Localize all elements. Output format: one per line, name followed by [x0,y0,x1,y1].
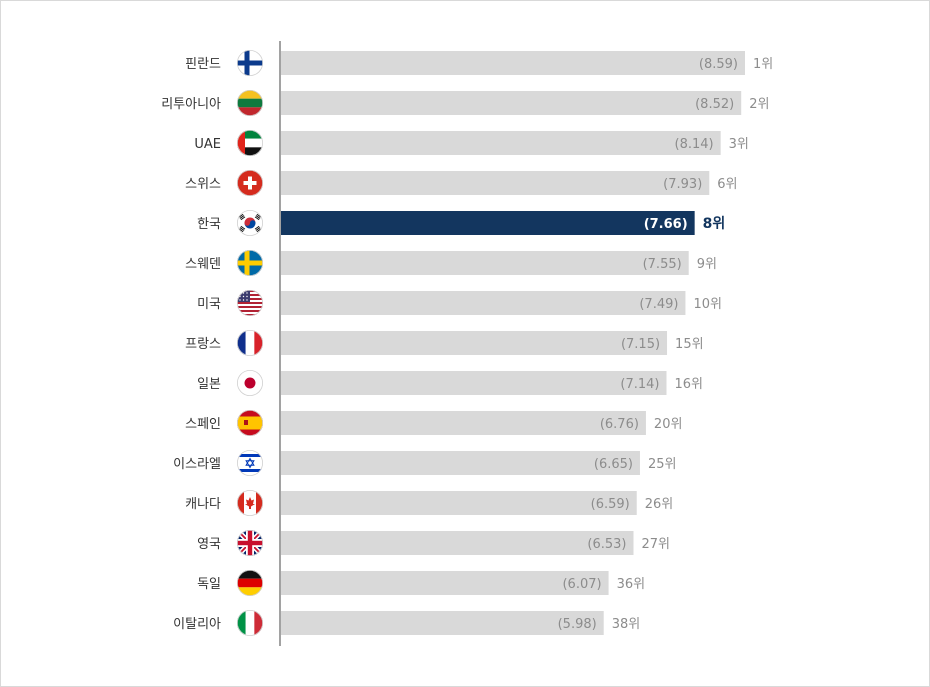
value-label: (7.93) [663,177,702,192]
value-label: (8.59) [699,57,738,72]
country-label: 이탈리아 [173,617,221,632]
rank-label: 6위 [717,177,737,192]
value-label: (5.98) [558,617,597,632]
rank-label: 20위 [654,417,683,432]
bar [281,171,710,195]
country-label: 스페인 [185,417,221,432]
country-label: 캐나다 [185,497,221,512]
spain-flag-icon [236,409,264,437]
value-label: (6.59) [591,497,630,512]
bar [281,331,668,355]
rank-label: 9위 [697,257,717,272]
canada-flag-icon [236,489,264,517]
rank-label: 10위 [693,297,722,312]
value-label: (6.65) [594,457,633,472]
country-label: 일본 [197,377,221,392]
value-label: (8.14) [675,137,714,152]
uk-flag-icon [236,529,264,557]
rank-label: 36위 [617,577,646,592]
bar [281,491,637,515]
chart-row: 스위스 (7.93) 6위 [185,169,738,197]
country-label: 스위스 [185,177,221,192]
chart-row: 리투아니아 (8.52) 2위 [161,89,769,117]
chart-row: 핀란드 (8.59) 1위 [185,49,773,77]
bar [281,411,646,435]
chart-row: 영국 (6.53) 27위 [197,529,670,557]
country-label: 미국 [197,297,221,312]
chart-row: 캐나다 (6.59) 26위 [185,489,674,517]
country-label: 영국 [197,537,221,552]
bar [281,611,604,635]
bar [281,451,640,475]
switzerland-flag-icon [236,169,264,197]
germany-flag-icon [236,569,264,597]
bar [281,251,689,275]
bar [281,571,609,595]
bar [281,371,667,395]
bar [281,291,686,315]
chart-row: UAE (8.14) 3위 [194,129,749,157]
chart-row: 프랑스 (7.15) 15위 [185,329,704,357]
chart-row: 스웨덴 (7.55) 9위 [185,249,717,277]
italy-flag-icon [236,609,264,637]
chart-row: 미국 (7.49) 10위 [197,289,722,317]
rank-label: 8위 [703,216,726,232]
value-label: (6.76) [600,417,639,432]
value-label: (6.07) [562,577,601,592]
country-label: 이스라엘 [173,457,221,472]
bar [281,91,742,115]
rank-label: 26위 [645,497,674,512]
bar-highlighted [281,211,695,235]
bar [281,531,634,555]
chart-row: 이스라엘 (6.65) 25위 [173,449,677,477]
uae-flag-icon [236,129,264,157]
bar [281,131,721,155]
value-label: (7.49) [639,297,678,312]
chart-row: 독일 (6.07) 36위 [197,569,646,597]
lithuania-flag-icon [236,89,264,117]
sweden-flag-icon [236,249,264,277]
usa-flag-icon [236,289,264,317]
rank-label: 25위 [648,457,677,472]
value-label: (7.14) [620,377,659,392]
rank-label: 15위 [675,337,704,352]
chart-row: 스페인 (6.76) 20위 [185,409,683,437]
value-label: (6.53) [587,537,626,552]
country-label: UAE [194,137,221,152]
chart-row: 일본 (7.14) 16위 [197,369,704,397]
rank-label: 16위 [675,377,704,392]
value-label: (7.66) [644,217,688,232]
rank-label: 1위 [753,57,773,72]
value-label: (8.52) [695,97,734,112]
country-label: 프랑스 [185,337,221,352]
chart-row: 이탈리아 (5.98) 38위 [173,609,641,637]
country-label: 한국 [197,217,221,232]
country-label: 리투아니아 [161,97,221,112]
finland-flag-icon [236,49,264,77]
rank-label: 38위 [612,617,641,632]
country-label: 독일 [197,577,221,592]
rank-label: 2위 [749,97,769,112]
japan-flag-icon [236,369,264,397]
value-label: (7.55) [643,257,682,272]
korea-flag-icon [236,209,264,237]
chart-row: 한국 (7.66) 8위 [197,209,726,237]
israel-flag-icon [236,449,264,477]
country-label: 핀란드 [185,57,221,72]
rank-label: 27위 [641,537,670,552]
bar [281,51,745,75]
country-label: 스웨덴 [185,257,221,272]
rank-label: 3위 [729,137,749,152]
france-flag-icon [236,329,264,357]
value-label: (7.15) [621,337,660,352]
